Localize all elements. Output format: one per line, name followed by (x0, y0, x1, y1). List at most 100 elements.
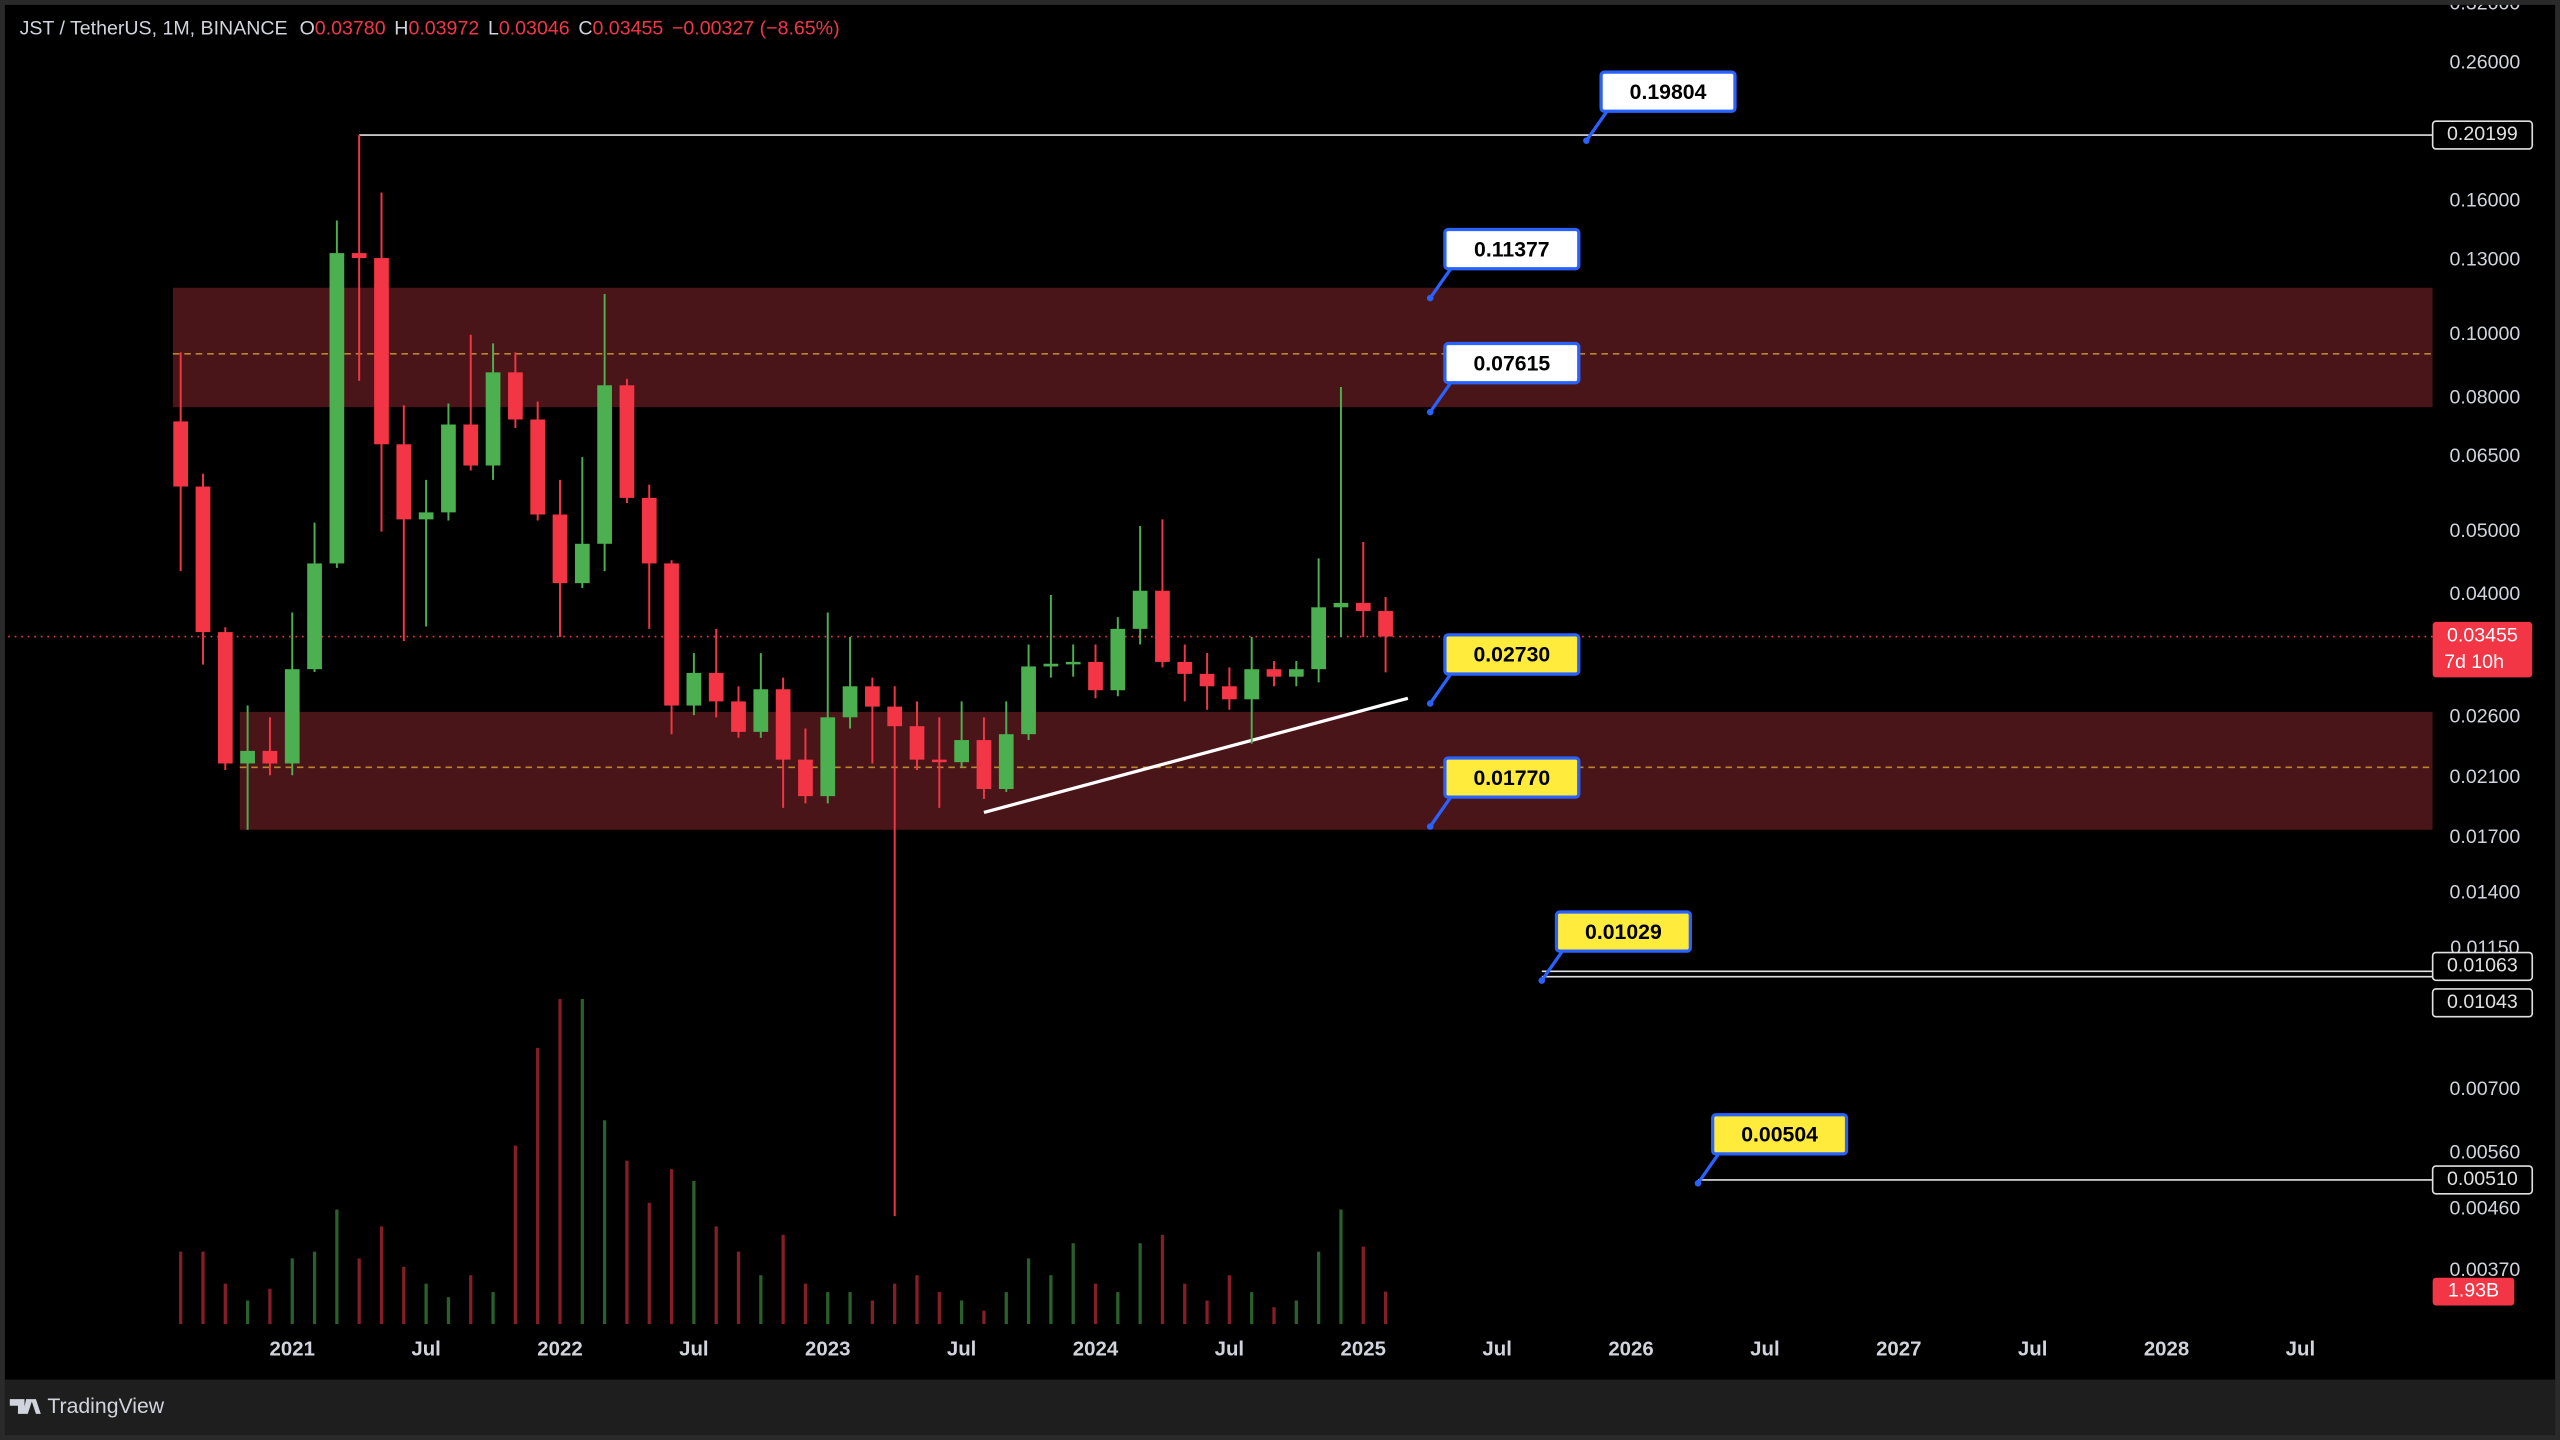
candle-body (1021, 666, 1036, 735)
volume-bar (1026, 1258, 1031, 1325)
candle-body (1043, 663, 1059, 667)
volume-bar (714, 1226, 718, 1325)
price-line-label-box (2431, 1165, 2534, 1195)
candle-body (329, 253, 345, 564)
y-tick-label: 0.00460 (2450, 1197, 2521, 1219)
candle-body (574, 543, 590, 584)
candle-body (820, 717, 836, 797)
candle-body (686, 672, 702, 706)
volume-bar (848, 1292, 852, 1325)
volume-bar (1116, 1292, 1120, 1325)
ohlc-value: 0.03455 (592, 18, 663, 40)
candle-body (887, 706, 903, 727)
y-tick-label: 0.02600 (2450, 705, 2521, 727)
x-tick-label: 2027 (1876, 1339, 1921, 1361)
volume-bar (1317, 1251, 1321, 1325)
callout-box (1599, 70, 1737, 113)
candle-body (552, 514, 568, 584)
x-tick-label: Jul (947, 1339, 976, 1361)
y-tick-label: 0.13000 (2450, 248, 2521, 270)
callout-label: 0.01029 (1585, 921, 1662, 944)
price-line-label: 0.01063 (2447, 955, 2518, 977)
volume-bar (1071, 1243, 1075, 1325)
candle-body (240, 750, 255, 764)
x-tick-label: Jul (1482, 1339, 1511, 1361)
candle-body (173, 421, 189, 487)
volume-label: 1.93B (2448, 1280, 2499, 1302)
volume-bar (1183, 1283, 1187, 1325)
candle-body (708, 672, 724, 702)
price-line-label: 0.01043 (2447, 991, 2518, 1013)
price-axis-panel (2432, 0, 2560, 1380)
callout-anchor (1426, 700, 1434, 707)
candle-body (976, 740, 992, 789)
volume-bar (446, 1297, 451, 1325)
callout-box (1554, 910, 1692, 953)
volume-bar (223, 1283, 227, 1325)
y-tick-label: 0.00370 (2450, 1259, 2521, 1281)
candle-body (731, 701, 746, 732)
volume-bar (335, 1209, 339, 1325)
candle-body (1155, 590, 1170, 662)
x-tick-label: Jul (1750, 1339, 1779, 1361)
candle-body (374, 258, 389, 445)
callout-anchor (1426, 408, 1434, 416)
volume-bar (312, 1251, 317, 1325)
callout-box (1443, 227, 1581, 271)
price-line-label: 0.00510 (2447, 1168, 2518, 1190)
volume-bar (1160, 1234, 1165, 1325)
candle-body (775, 689, 791, 760)
y-tick-label: 0.16000 (2450, 189, 2521, 211)
symbol: JST / TetherUS, 1M, BINANCE (20, 18, 288, 40)
volume-bar (1361, 1246, 1365, 1325)
candle-body (1065, 661, 1081, 665)
x-tick-label: Jul (2286, 1339, 2315, 1361)
y-tick-label: 0.00700 (2450, 1078, 2521, 1100)
volume-bar (870, 1300, 875, 1325)
callout-label: 0.00504 (1741, 1124, 1818, 1147)
price-line-label-box (2431, 988, 2534, 1018)
volume-bar (1138, 1243, 1142, 1325)
volume-bar (692, 1180, 696, 1325)
volume-bar (424, 1283, 428, 1325)
candle-body (753, 689, 769, 732)
x-tick-label: Jul (1215, 1339, 1244, 1361)
price-line-label-box (2431, 951, 2534, 982)
ohlc-key: C (578, 18, 592, 40)
volume-bar (960, 1300, 964, 1325)
volume-bar (357, 1258, 361, 1325)
candle-body (1177, 661, 1193, 674)
trendline (983, 696, 1409, 815)
candle-body (396, 444, 412, 520)
candle-body (1132, 590, 1148, 629)
ohlc-key: L (488, 18, 499, 40)
candle-body (262, 750, 278, 764)
x-tick-label: Jul (2018, 1339, 2047, 1361)
candle-body (1333, 602, 1349, 608)
callout-box (1443, 633, 1581, 676)
candles-layer (173, 135, 1393, 1217)
y-tick-label: 0.08000 (2450, 386, 2521, 408)
volume-bar (736, 1251, 741, 1325)
price-line-label-box (2431, 120, 2534, 150)
candle-body (1088, 661, 1103, 691)
y-tick-label: 0.10000 (2450, 323, 2521, 345)
y-tick-label: 0.04000 (2450, 583, 2521, 605)
volume-bar (491, 1292, 495, 1325)
callout-box (1443, 341, 1581, 385)
volume-bar (268, 1288, 272, 1325)
volume-bar (669, 1169, 674, 1325)
callout-pointer (1428, 669, 1455, 705)
annotations-layer: 0.19804 0.11377 0.07615 0.02730 0.01770 0.010… (1426, 70, 1849, 1187)
callout-pointer (1428, 792, 1455, 828)
volume-bar (1227, 1275, 1232, 1325)
candle-body (619, 385, 635, 498)
volume-bar (1250, 1292, 1254, 1325)
candle-body (307, 563, 322, 670)
candle-body (418, 512, 434, 520)
callout-label: 0.19804 (1630, 81, 1707, 104)
candle-body (530, 419, 546, 515)
callout-label: 0.02730 (1473, 644, 1550, 667)
volume-bar (647, 1202, 651, 1325)
